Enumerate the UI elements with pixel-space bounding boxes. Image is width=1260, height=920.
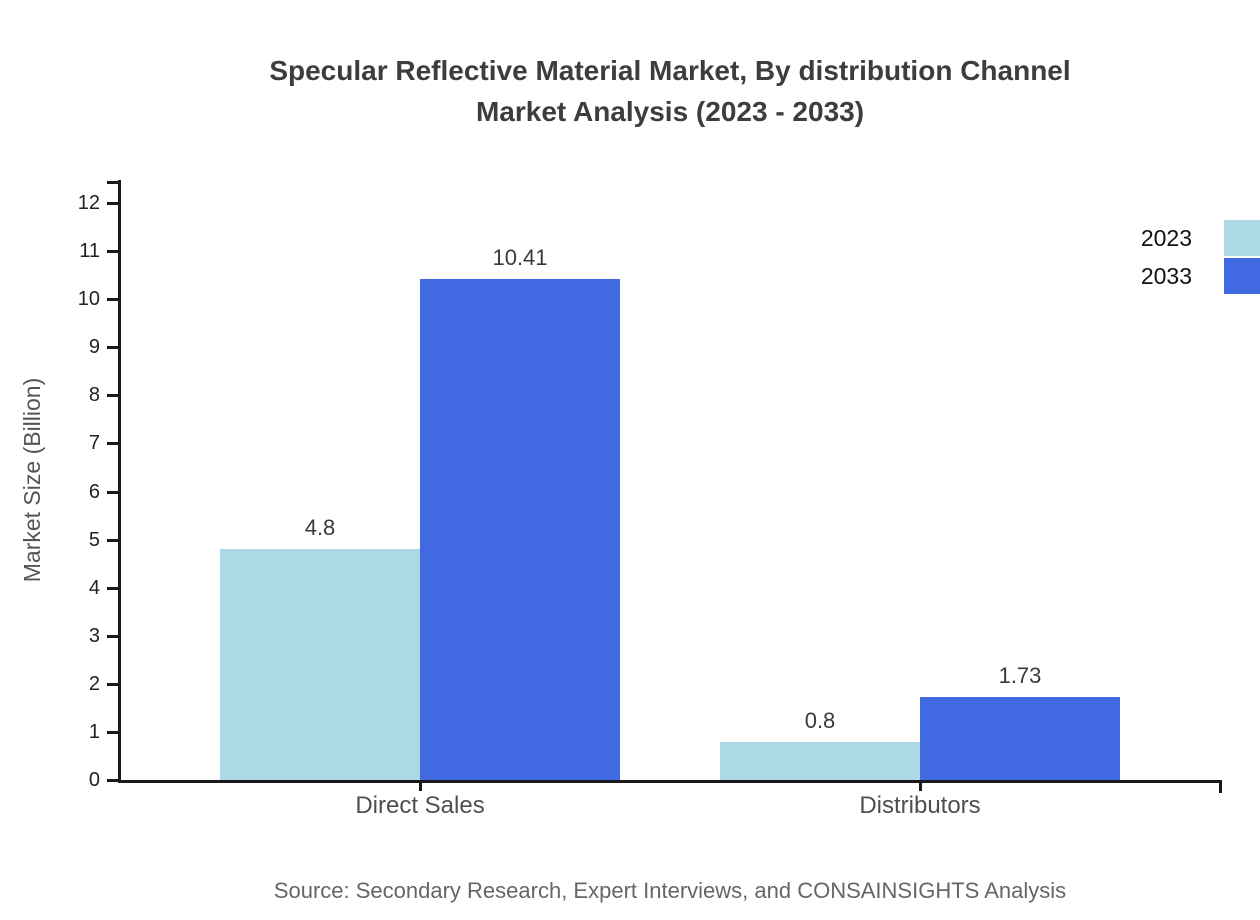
x-axis-tick [418, 780, 422, 791]
y-axis-tick [107, 586, 118, 590]
legend-label-2023: 2023 [1140, 224, 1192, 251]
y-axis-tick [107, 634, 118, 638]
y-axis-tick [107, 394, 118, 398]
bar-2023-distributors[interactable] [720, 741, 920, 780]
bar-value-label-2033-direct-sales: 10.41 [492, 245, 548, 271]
y-axis-line [118, 180, 121, 783]
y-axis-tick [107, 538, 118, 542]
y-axis-tick-label: 2 [88, 672, 100, 695]
bar-value-label-2023-distributors: 0.8 [804, 707, 836, 733]
x-axis-category-label-direct-sales: Direct Sales [355, 792, 485, 819]
legend-label-2033: 2033 [1140, 262, 1192, 289]
bar-value-label-2033-distributors: 1.73 [998, 662, 1042, 688]
y-axis-tick-label: 9 [88, 336, 100, 359]
y-axis-tick-label: 4 [88, 576, 100, 599]
legend-item-2033[interactable]: 2033 [1072, 258, 1260, 294]
bar-2033-distributors[interactable] [920, 696, 1120, 780]
y-axis-title: Market Size (Billion) [19, 377, 45, 583]
chart-title: Specular Reflective Material Market, By … [80, 50, 1260, 132]
bar-2023-direct-sales[interactable] [220, 549, 420, 780]
legend-item-2023[interactable]: 2023 [1072, 220, 1260, 256]
legend: 2023 2033 [1072, 220, 1260, 296]
y-axis-tick [107, 490, 118, 494]
y-axis-tick-label: 5 [88, 528, 100, 551]
y-axis-tick [107, 346, 118, 350]
y-axis-end-tick [107, 181, 118, 184]
y-axis-tick-label: 6 [88, 480, 100, 503]
y-axis-tick-label: 8 [88, 384, 100, 407]
y-axis-tick [107, 442, 118, 446]
y-axis-tick [107, 250, 118, 254]
chart-title-line1: Specular Reflective Material Market, By … [269, 55, 1071, 86]
chart-title-line2: Market Analysis (2023 - 2033) [475, 96, 865, 127]
y-axis-tick [107, 730, 118, 734]
y-axis-tick-label: 10 [77, 288, 100, 311]
x-axis-category-label-distributors: Distributors [859, 792, 981, 819]
y-axis-tick-label: 12 [77, 192, 100, 215]
y-axis-tick-label: 7 [88, 432, 100, 455]
bar-2033-direct-sales[interactable] [420, 279, 620, 780]
y-axis-tick [107, 298, 118, 302]
y-axis-tick-label: 3 [88, 624, 100, 647]
x-axis-tick [918, 780, 922, 791]
y-axis-tick-label: 0 [88, 769, 100, 791]
y-axis-tick-label: 1 [88, 720, 100, 743]
y-axis-tick [107, 682, 118, 686]
x-axis-end-tick [1219, 780, 1222, 793]
y-axis-tick [107, 202, 118, 206]
legend-swatch-2033 [1224, 258, 1260, 294]
source-note: Source: Secondary Research, Expert Inter… [273, 878, 1067, 903]
y-axis-tick [107, 779, 118, 782]
bar-value-label-2023-direct-sales: 4.8 [304, 515, 336, 541]
plot-area: 0 1 2 3 4 5 6 7 8 9 10 11 12 Direct Sales 4.8 10.41 Dist… [78, 180, 1222, 819]
x-axis-line [118, 780, 1222, 783]
y-axis-tick-label: 11 [79, 240, 100, 263]
legend-swatch-2023 [1224, 220, 1260, 256]
